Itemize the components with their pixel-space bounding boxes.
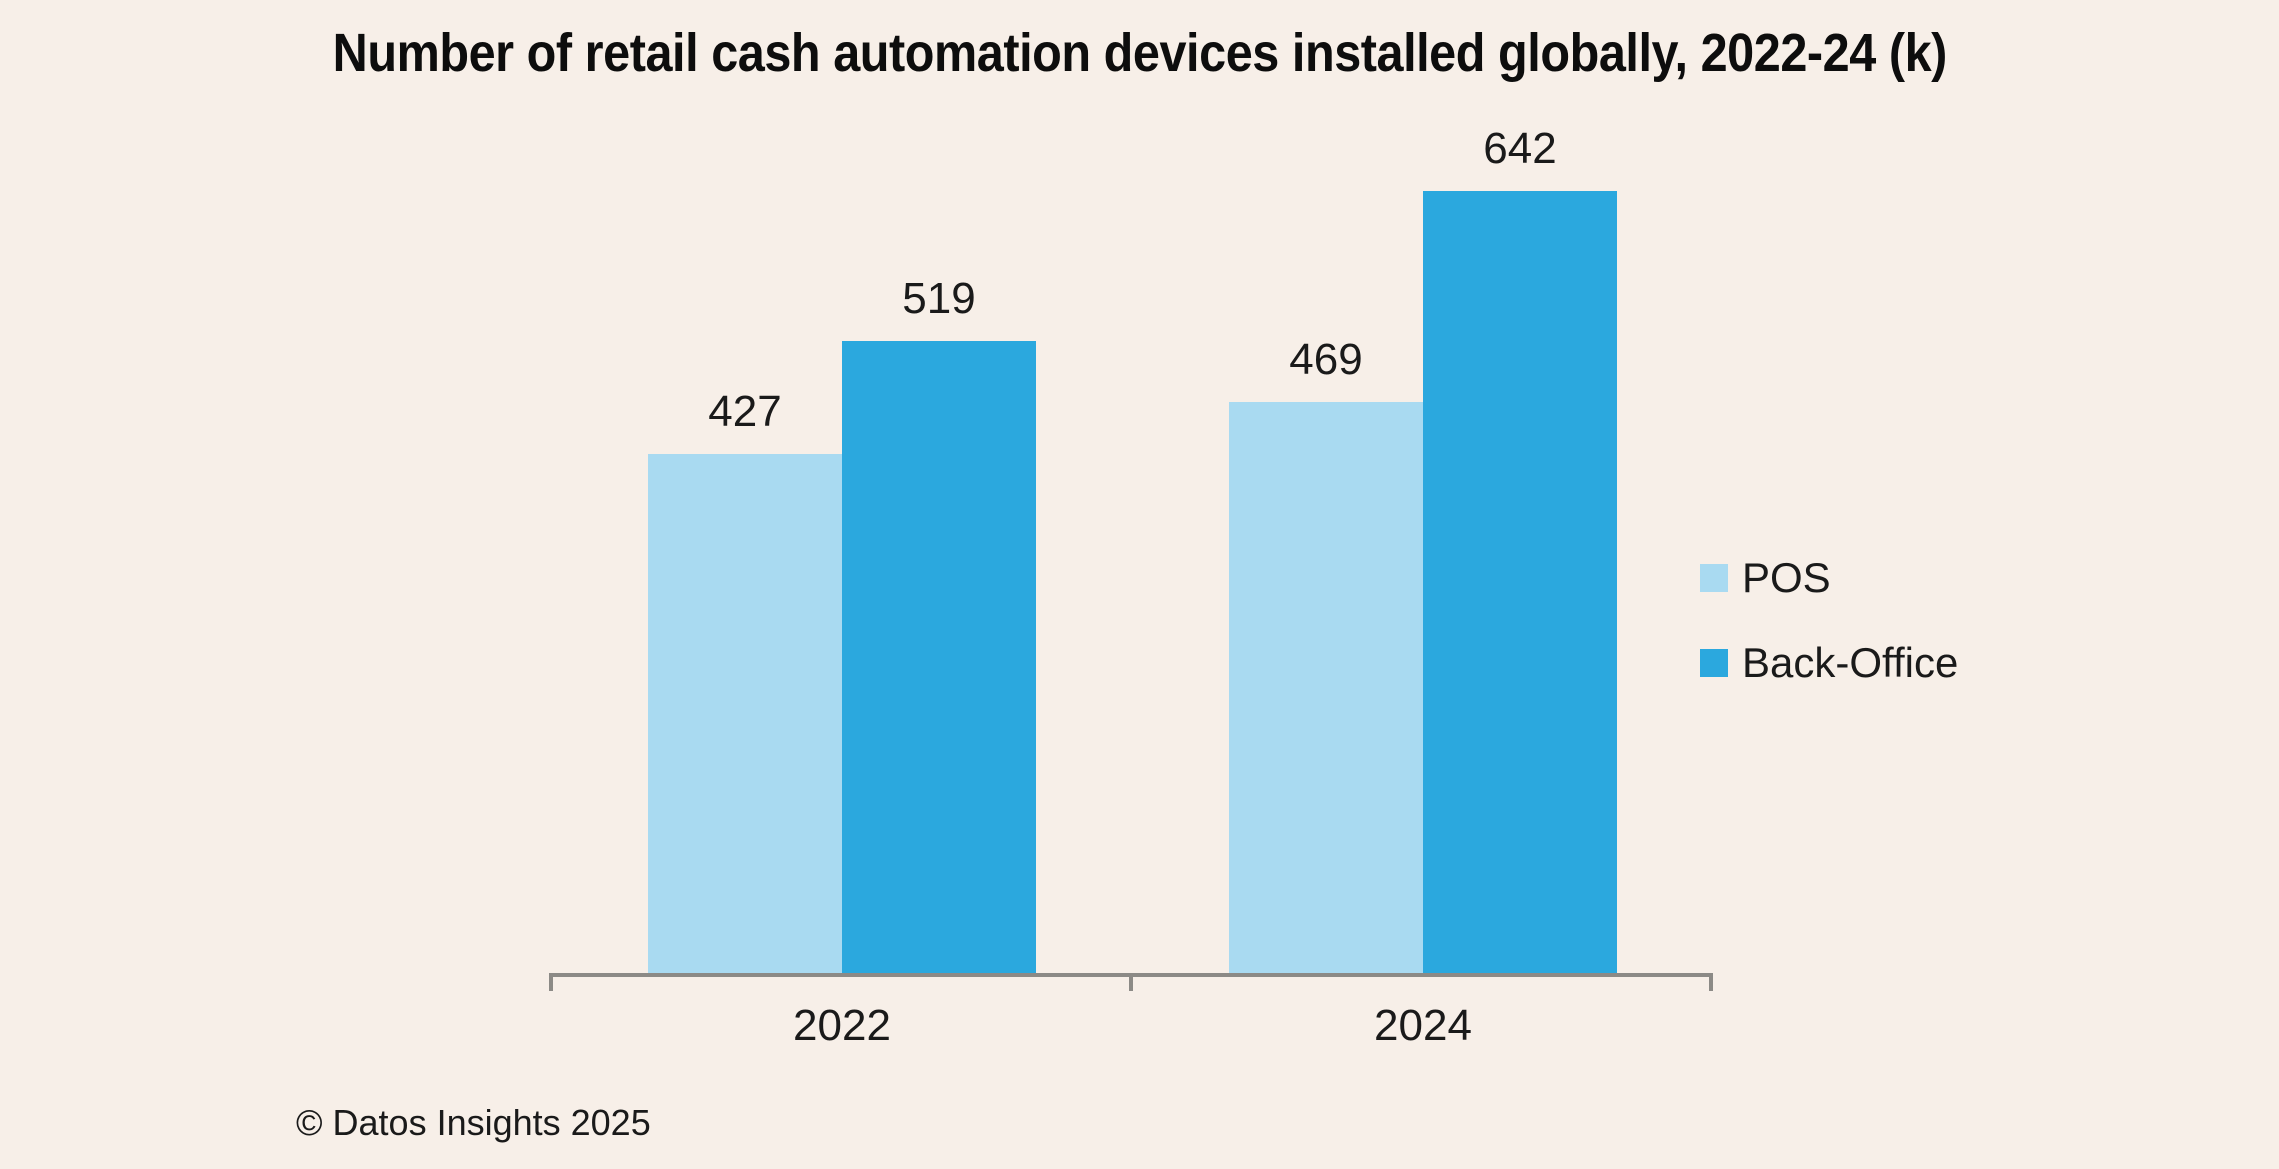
bar-value-label-back-office-2022: 519 (902, 274, 976, 323)
chart-title-text: Number of retail cash automation devices… (332, 23, 1947, 83)
x-axis-label-2022: 2022 (793, 1001, 891, 1050)
bar-back-office-2024 (1423, 191, 1617, 975)
pos-color-swatch-icon (1700, 564, 1728, 592)
x-axis-label-2024: 2024 (1374, 1001, 1472, 1050)
x-axis-line (551, 973, 1713, 977)
legend-item-pos: POS (1700, 549, 1958, 607)
legend-label-back-office: Back-Office (1742, 639, 1959, 686)
bar-pos-2022 (648, 454, 842, 975)
x-axis-tick (1709, 973, 1713, 991)
copyright-note: © Datos Insights 2025 (296, 1102, 651, 1143)
back-office-color-swatch-icon (1700, 649, 1728, 677)
legend-label-pos: POS (1742, 554, 1831, 601)
x-axis-tick (1129, 973, 1133, 991)
bar-value-label-back-office-2024: 642 (1483, 124, 1557, 173)
chart-title: Number of retail cash automation devices… (0, 22, 2279, 84)
bar-pos-2024 (1229, 402, 1423, 975)
bar-back-office-2022 (842, 341, 1036, 975)
legend-item-back-office: Back-Office (1700, 634, 1958, 692)
legend: POS Back-Office (1700, 549, 1958, 692)
bar-value-label-pos-2024: 469 (1289, 335, 1363, 384)
bar-value-label-pos-2022: 427 (708, 387, 782, 436)
x-axis-tick (549, 973, 553, 991)
